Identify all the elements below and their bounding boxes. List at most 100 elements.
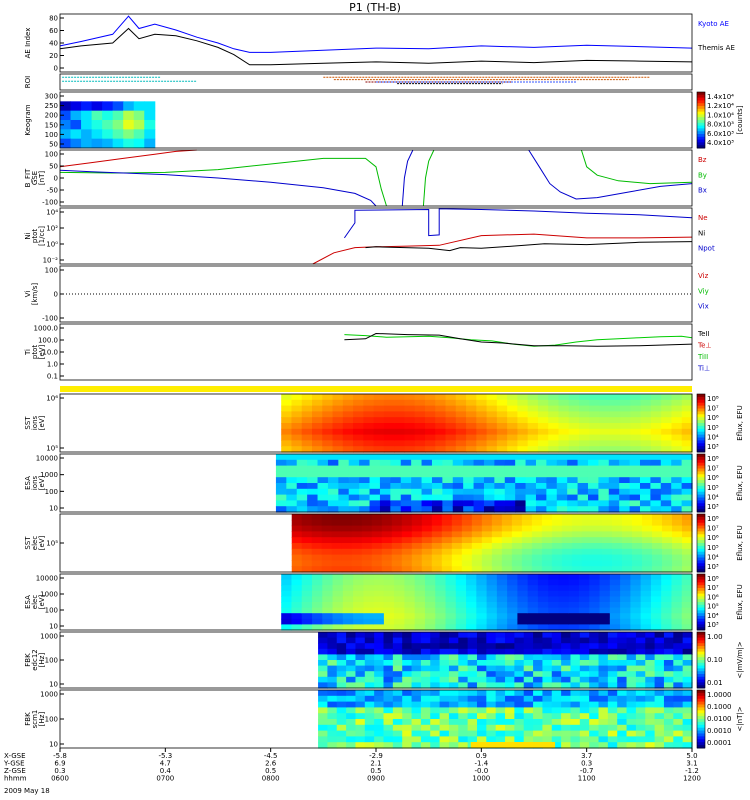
spectrogram-cell <box>466 618 477 625</box>
spectrogram-cell <box>336 742 347 749</box>
spectrogram-cell <box>531 531 543 538</box>
spectrogram-cell <box>567 506 579 513</box>
spectrogram-cell <box>589 690 600 697</box>
spectrogram-cell <box>511 554 523 561</box>
spectrogram-cell <box>671 579 683 586</box>
spectrogram-cell <box>424 428 436 436</box>
spectrogram-cell <box>640 613 652 620</box>
spectrogram-cell <box>579 682 590 689</box>
spectrogram-cell <box>591 525 603 532</box>
spectrogram-cell <box>511 548 523 556</box>
spectrogram-cell <box>639 465 651 472</box>
spectrogram-cell <box>671 560 683 567</box>
spectrogram-cell <box>411 483 423 490</box>
spectrogram-cell <box>486 624 498 631</box>
spectrogram-cell <box>671 613 683 620</box>
spectrogram-cell <box>327 477 339 484</box>
spectrogram-cell <box>505 648 515 655</box>
spectrogram-cell <box>546 506 558 513</box>
spectrogram-cell <box>517 596 529 603</box>
spectrogram-cell <box>620 428 631 436</box>
spectrogram-cell <box>579 434 590 441</box>
spectrogram-cell <box>486 602 498 609</box>
spectrogram-cell <box>476 736 487 743</box>
spectrogram-cell <box>579 707 590 714</box>
spectrogram-cell <box>626 671 637 678</box>
spectrogram-cell <box>617 654 628 661</box>
spectrogram-cell <box>599 411 611 418</box>
spectrogram-cell <box>448 654 459 661</box>
spectrogram-cell <box>501 514 513 521</box>
spectrogram-cell <box>630 440 642 447</box>
spectrogram-cell <box>599 596 611 603</box>
spectrogram-cell <box>383 665 394 672</box>
spectrogram-cell <box>321 560 333 567</box>
spectrogram-cell <box>546 483 558 490</box>
spectrogram-cell <box>663 654 674 661</box>
spectrogram-cell <box>650 394 662 401</box>
spectrogram-cell <box>346 695 357 703</box>
ephemeris-value: -0.0 <box>474 767 488 775</box>
spectrogram-cell <box>383 690 394 697</box>
spectrogram-cell <box>537 607 549 614</box>
spectrogram-cell <box>608 471 620 478</box>
spectrogram-cell <box>471 525 483 532</box>
spectrogram-cell <box>355 660 366 667</box>
spectrogram-cell <box>371 554 383 561</box>
spectrogram-cell <box>383 660 394 667</box>
spectrogram-cell <box>321 525 333 532</box>
spectrogram-cell <box>332 579 344 586</box>
spectrogram-cell <box>598 719 609 726</box>
spectrogram-cell <box>571 554 583 561</box>
series-bfit-0 <box>59 149 197 168</box>
spectrogram-cell <box>420 665 431 672</box>
spectrogram-cell <box>441 543 453 550</box>
spectrogram-cell <box>355 654 366 661</box>
spectrogram-cell <box>411 548 423 556</box>
spectrogram-cell <box>663 643 674 650</box>
spectrogram-cell <box>589 671 600 678</box>
spectrogram-cell <box>523 682 534 689</box>
spectrogram-cell <box>353 411 364 418</box>
spectrogram-cell <box>661 548 673 556</box>
spectrogram-cell <box>608 488 620 496</box>
y-tick-label: 10⁻² <box>43 257 59 265</box>
spectrogram-cell <box>307 488 319 496</box>
spectrogram-cell <box>521 525 533 532</box>
spectrogram-cell <box>383 648 394 655</box>
spectrogram-cell <box>599 434 611 441</box>
spectrogram-cell <box>421 531 433 538</box>
ephemeris-value: 3.1 <box>686 760 697 768</box>
spectrogram-cell <box>275 454 287 461</box>
spectrogram-cell <box>635 701 646 708</box>
spectrogram-cell <box>342 417 354 424</box>
spectrogram-cell <box>541 548 553 556</box>
spectrogram-cell <box>568 417 580 424</box>
spectrogram-cell <box>318 695 329 703</box>
spectrogram-cell <box>661 574 673 581</box>
spectrogram-cell <box>629 459 641 467</box>
spectrogram-cell <box>591 548 603 556</box>
spectrogram-cell <box>682 665 693 672</box>
colorbar-cell <box>697 616 705 620</box>
spectrogram-cell <box>486 707 497 714</box>
spectrogram-cell <box>383 585 395 592</box>
keogram-cell <box>133 129 145 140</box>
spectrogram-cell <box>353 590 364 597</box>
keogram-cell <box>144 138 156 149</box>
spectrogram-cell <box>336 713 347 720</box>
spectrogram-cell <box>607 724 618 732</box>
spectrogram-cell <box>650 500 662 507</box>
spectrogram-cell <box>473 483 485 490</box>
spectrogram-cell <box>661 554 673 561</box>
spectrogram-cell <box>355 632 366 639</box>
y-axis-label: ESA <box>24 595 32 609</box>
spectrogram-cell <box>599 607 611 614</box>
spectrogram-cell <box>291 411 303 418</box>
colorbar-cell <box>697 417 705 421</box>
spectrogram-cell <box>621 514 633 521</box>
spectrogram-cell <box>402 719 413 726</box>
spectrogram-cell <box>466 624 477 631</box>
spectrogram-cell <box>581 560 593 567</box>
